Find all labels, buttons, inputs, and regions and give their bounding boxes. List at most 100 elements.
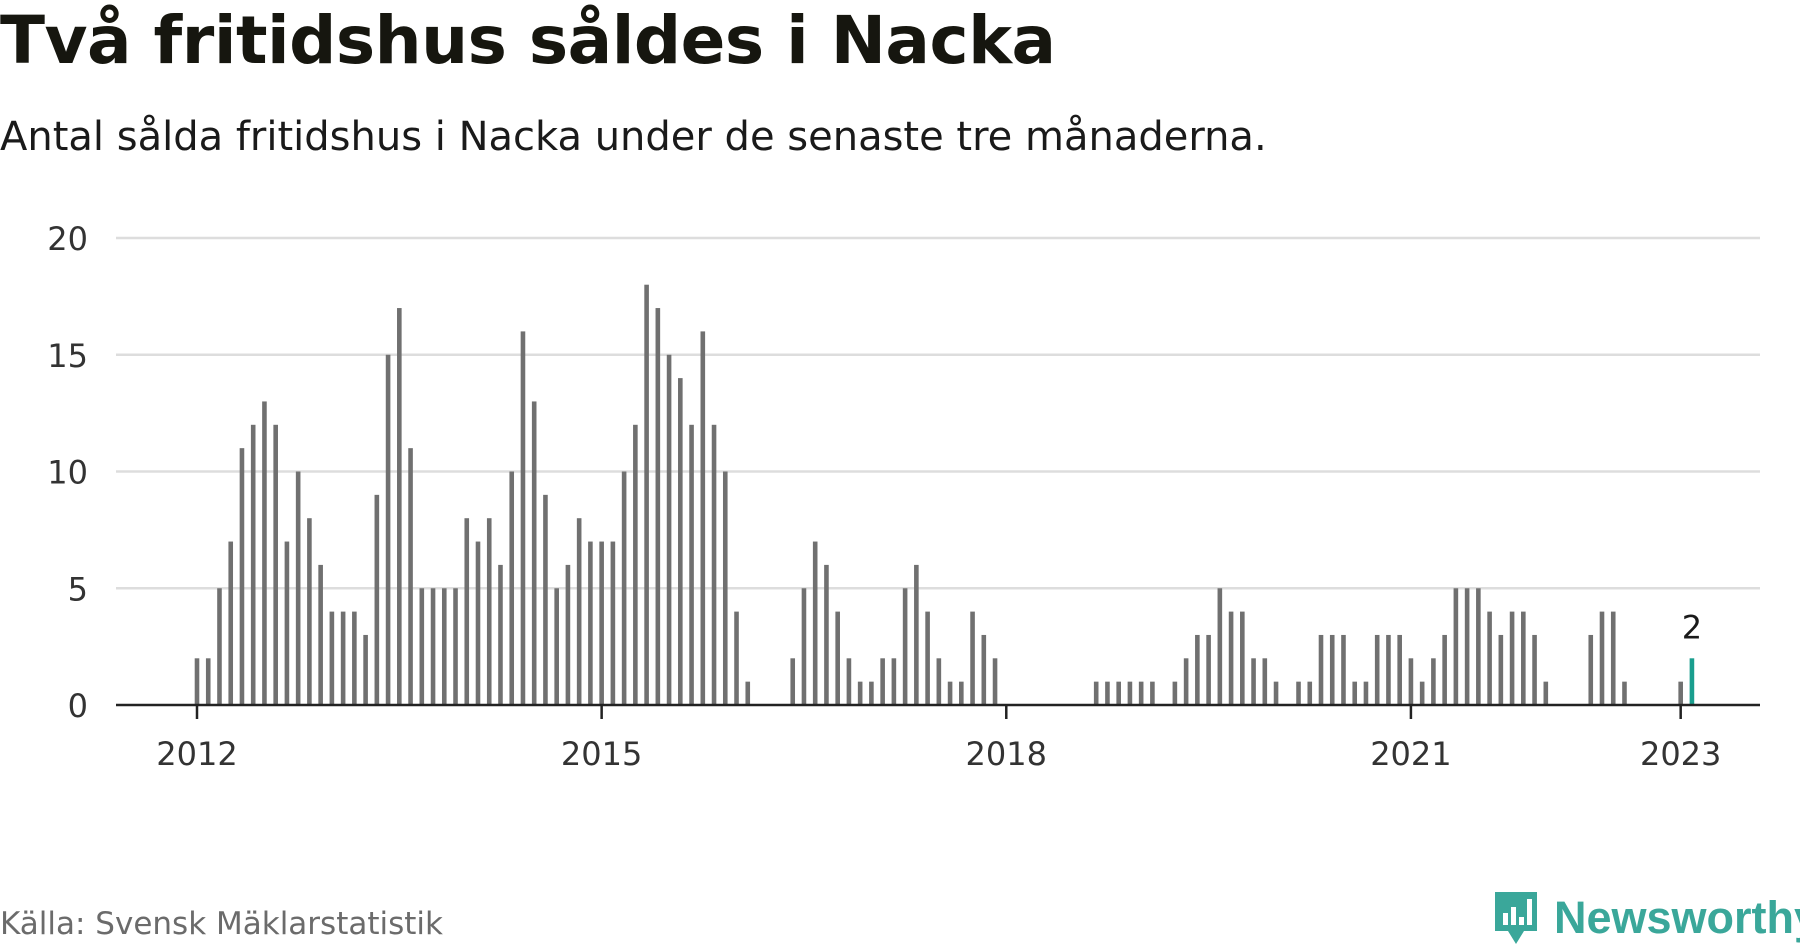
bar bbox=[430, 588, 436, 705]
bar bbox=[565, 564, 571, 705]
bar bbox=[824, 564, 829, 705]
bar bbox=[1217, 588, 1223, 705]
y-axis-tick-labels: 0 5 10 15 20 bbox=[47, 220, 88, 725]
bar bbox=[722, 471, 728, 705]
bar bbox=[1251, 658, 1256, 705]
bar bbox=[194, 658, 200, 705]
bar bbox=[1296, 681, 1301, 705]
bar bbox=[880, 658, 885, 705]
bar bbox=[857, 681, 863, 705]
bar bbox=[1352, 681, 1358, 705]
bar bbox=[385, 354, 391, 705]
bar bbox=[228, 541, 234, 705]
newsworthy-logo: Newsworthy bbox=[1492, 887, 1800, 949]
bar bbox=[262, 401, 267, 705]
bar bbox=[1150, 681, 1155, 705]
source-note: Källa: Svensk Mäklarstatistik bbox=[0, 906, 443, 942]
bar bbox=[835, 611, 840, 705]
bar bbox=[1464, 588, 1470, 705]
bar bbox=[205, 658, 211, 705]
bar bbox=[520, 331, 526, 705]
bar bbox=[1532, 634, 1537, 705]
bar bbox=[1093, 681, 1099, 705]
bar bbox=[329, 611, 335, 705]
bar bbox=[509, 471, 515, 705]
bar bbox=[1127, 681, 1133, 705]
bar bbox=[441, 588, 447, 705]
bar bbox=[633, 424, 638, 705]
bars bbox=[194, 284, 1695, 705]
bar bbox=[610, 541, 616, 705]
y-tick-label: 0 bbox=[68, 687, 88, 725]
bar bbox=[678, 378, 683, 705]
bar bbox=[790, 658, 796, 705]
bar bbox=[250, 424, 256, 705]
bar bbox=[1599, 611, 1605, 705]
bar bbox=[689, 424, 694, 705]
bar bbox=[486, 518, 492, 705]
bar bbox=[700, 331, 706, 705]
bar bbox=[284, 541, 290, 705]
bar bbox=[217, 588, 222, 705]
bar bbox=[1195, 634, 1200, 705]
bar bbox=[1509, 611, 1515, 705]
bar bbox=[1105, 681, 1110, 705]
bar bbox=[621, 471, 627, 705]
bar bbox=[599, 541, 604, 705]
bar bbox=[543, 494, 548, 705]
bar bbox=[846, 658, 852, 705]
bar bbox=[318, 564, 323, 705]
bar bbox=[1374, 634, 1380, 705]
bar-highlight bbox=[1689, 658, 1695, 705]
bar bbox=[1431, 658, 1436, 705]
y-tick-label: 10 bbox=[47, 454, 88, 492]
bar bbox=[1622, 681, 1627, 705]
y-tick-label: 5 bbox=[68, 570, 88, 608]
bar bbox=[711, 424, 717, 705]
bar bbox=[1419, 681, 1425, 705]
bar bbox=[992, 658, 998, 705]
newsworthy-logo-icon bbox=[1495, 892, 1537, 944]
bar bbox=[1476, 588, 1481, 705]
bar bbox=[1206, 634, 1211, 705]
bar bbox=[1262, 658, 1268, 705]
bar bbox=[397, 308, 402, 705]
bar bbox=[1318, 634, 1324, 705]
bar bbox=[588, 541, 593, 705]
bar bbox=[981, 634, 987, 705]
bar bbox=[554, 588, 559, 705]
bar bbox=[902, 588, 908, 705]
bar bbox=[408, 448, 413, 705]
bar bbox=[666, 354, 672, 705]
brand-name: Newsworthy bbox=[1554, 892, 1800, 943]
bar bbox=[891, 658, 897, 705]
bar bbox=[1588, 634, 1594, 705]
x-tick-label: 2023 bbox=[1640, 735, 1721, 773]
bar bbox=[1172, 681, 1178, 705]
bar bbox=[1228, 611, 1234, 705]
bar bbox=[239, 448, 245, 705]
bar bbox=[1453, 588, 1459, 705]
gridlines bbox=[116, 236, 1760, 590]
y-tick-label: 15 bbox=[47, 337, 88, 375]
bar bbox=[1183, 658, 1189, 705]
bar bbox=[307, 518, 312, 705]
bar bbox=[1341, 634, 1346, 705]
bar bbox=[1329, 634, 1335, 705]
x-tick-label: 2015 bbox=[561, 735, 642, 773]
bar bbox=[295, 471, 301, 705]
bar bbox=[947, 681, 953, 705]
bar bbox=[801, 588, 807, 705]
bar bbox=[655, 308, 661, 705]
bar bbox=[1116, 681, 1121, 705]
bar bbox=[1273, 681, 1279, 705]
x-tick-label: 2018 bbox=[966, 735, 1047, 773]
bar bbox=[453, 588, 458, 705]
y-tick-label: 20 bbox=[47, 220, 88, 258]
bar bbox=[464, 518, 470, 705]
bar bbox=[1678, 681, 1683, 705]
bar bbox=[498, 564, 503, 705]
bar bbox=[352, 611, 357, 705]
bar bbox=[812, 541, 818, 705]
